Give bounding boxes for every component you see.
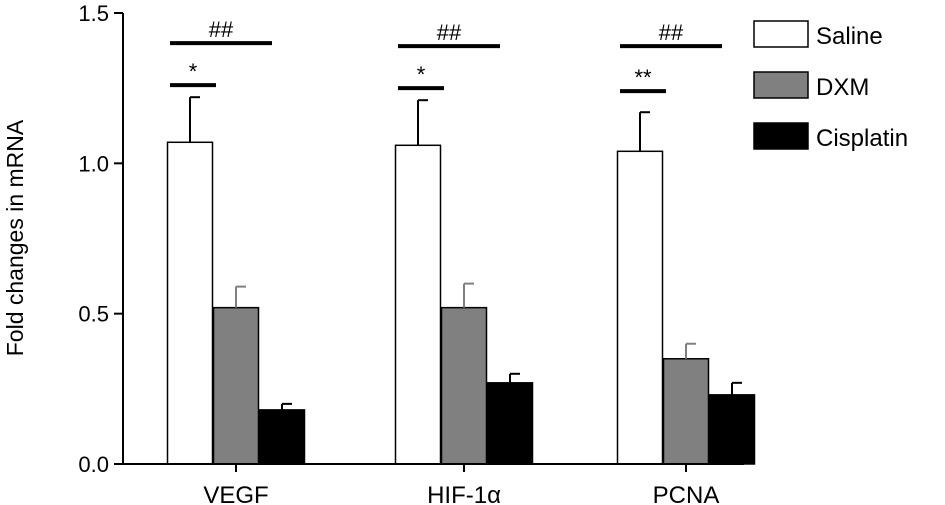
significance-label: * bbox=[189, 59, 198, 84]
bar-cisplatin bbox=[486, 382, 534, 465]
bar-cisplatin bbox=[708, 394, 756, 465]
bar-dxm bbox=[212, 306, 260, 465]
legend-swatch-dxm bbox=[753, 71, 809, 99]
x-tick-label: VEGF bbox=[203, 482, 268, 505]
significance-label: ## bbox=[659, 20, 684, 45]
bar-saline bbox=[166, 141, 214, 465]
plot-area: * ## * ## ** ## bbox=[166, 17, 756, 465]
y-tick-label: 1.5 bbox=[78, 1, 109, 26]
y-axis-title: Fold changes in mRNA bbox=[2, 119, 28, 356]
significance-label: ## bbox=[437, 20, 462, 45]
x-tick-label: PCNA bbox=[653, 482, 720, 505]
axes: 0.0 0.5 1.0 1.5 VEGF HIF-1α PCNA bbox=[78, 1, 744, 505]
bar-dxm bbox=[440, 306, 488, 465]
y-tick-label: 0.5 bbox=[78, 302, 109, 327]
significance-label: * bbox=[417, 62, 426, 87]
bar-saline bbox=[394, 144, 442, 465]
significance-label: ## bbox=[209, 17, 234, 42]
y-tick-label: 1.0 bbox=[78, 151, 109, 176]
bar-cisplatin bbox=[258, 409, 306, 465]
significance-label: ** bbox=[634, 65, 652, 90]
bar-dxm bbox=[662, 358, 710, 465]
legend-label-saline: Saline bbox=[816, 23, 883, 50]
legend-label-dxm: DXM bbox=[816, 74, 869, 101]
legend-swatch-cisplatin bbox=[753, 122, 809, 150]
bar-saline bbox=[616, 150, 664, 465]
legend: Saline DXM Cisplatin bbox=[753, 20, 908, 152]
legend-swatch-saline bbox=[753, 20, 809, 48]
y-tick-label: 0.0 bbox=[78, 452, 109, 477]
x-tick-label: HIF-1α bbox=[427, 482, 501, 505]
legend-label-cisplatin: Cisplatin bbox=[816, 125, 908, 152]
